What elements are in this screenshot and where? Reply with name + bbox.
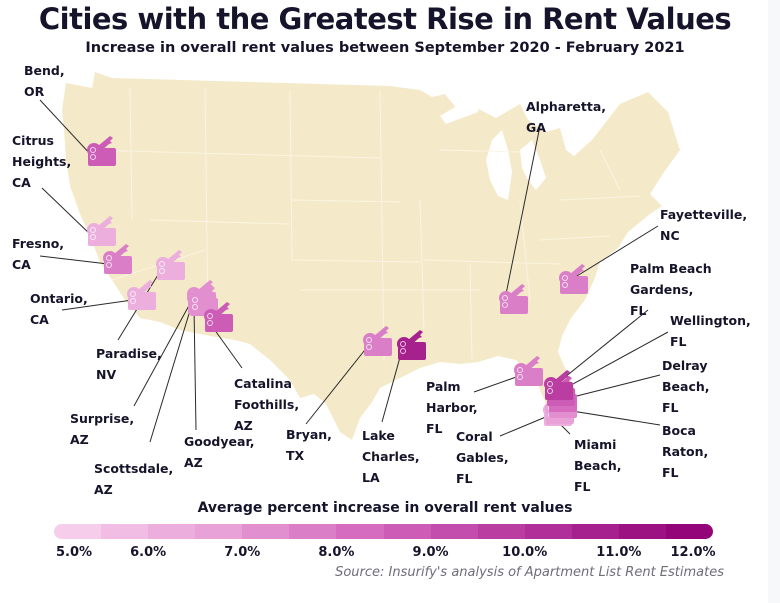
scale-segment — [571, 524, 619, 539]
state-border — [291, 259, 421, 263]
scale-segment — [54, 524, 102, 539]
lake-superior — [440, 100, 480, 124]
city-label: Miami Beach, FL — [574, 437, 622, 494]
state-border — [204, 87, 209, 321]
leader-line — [39, 99, 93, 157]
city-label: Palm Harbor, FL — [426, 379, 478, 436]
leader-line — [41, 187, 93, 237]
city-label: Scottsdale, AZ — [94, 461, 174, 497]
us-landmass — [62, 72, 680, 440]
scale-segment — [430, 524, 478, 539]
page-edge — [768, 0, 780, 603]
legend-tick-label: 8.0% — [318, 545, 355, 560]
state-border — [129, 87, 133, 221]
city-markers — [87, 136, 588, 426]
state-border — [229, 153, 381, 159]
scale-segment — [383, 524, 431, 539]
scale-segment — [148, 524, 196, 539]
city-label: Boca Raton, FL — [662, 423, 709, 480]
scale-segment — [336, 524, 384, 539]
city-marker-icon — [127, 280, 156, 310]
color-scale-bar — [54, 524, 713, 539]
city-marker-icon — [87, 136, 116, 166]
city-label: Alpharetta, GA — [526, 99, 607, 135]
legend-tick-label: 10.0% — [502, 545, 548, 560]
city-label: Citrus Heights, CA — [12, 133, 72, 190]
city-label: Surprise, AZ — [70, 411, 135, 447]
leader-line — [381, 349, 403, 423]
leader-line — [499, 415, 549, 437]
legend-tick-label: 11.0% — [596, 545, 642, 560]
scale-segment — [477, 524, 525, 539]
map-subtitle: Increase in overall rent values between … — [85, 40, 685, 56]
city-marker-icon — [499, 284, 528, 314]
city-marker-icon — [204, 302, 233, 332]
city-label: Ontario, CA — [30, 291, 88, 327]
legend-tick-label: 9.0% — [412, 545, 449, 560]
legend-tick-label: 12.0% — [670, 545, 716, 560]
state-border — [539, 235, 611, 241]
state-border — [469, 263, 473, 361]
scale-segment — [524, 524, 572, 539]
city-label: Fresno, CA — [12, 236, 65, 272]
leader-line — [61, 299, 133, 311]
leader-lines — [39, 99, 669, 443]
city-label: Lake Charles, LA — [362, 428, 420, 485]
scale-segment — [195, 524, 243, 539]
leader-line — [149, 303, 193, 443]
state-border — [423, 259, 561, 265]
scale-segment — [618, 524, 667, 539]
city-label: Catalina Foothills, AZ — [234, 376, 300, 433]
city-marker-icon — [103, 244, 132, 274]
city-marker-icon — [559, 264, 588, 294]
legend-tick-label: 6.0% — [130, 545, 167, 560]
lake-erie-huron — [520, 140, 546, 190]
city-marker-icon — [156, 250, 185, 280]
state-border — [289, 89, 293, 261]
city-marker-icon — [87, 216, 116, 246]
city-label: Fayetteville, NC — [660, 207, 748, 243]
leader-line — [473, 375, 520, 393]
state-border — [149, 219, 291, 225]
state-border — [379, 89, 385, 361]
city-label: Palm Beach Gardens, FL — [630, 261, 712, 318]
legend-tick-label: 7.0% — [224, 545, 261, 560]
city-label: Paradise, NV — [96, 346, 162, 382]
state-border — [559, 195, 641, 201]
city-label: Goodyear, AZ — [184, 434, 255, 470]
map-title: Cities with the Greatest Rise in Rent Va… — [38, 2, 732, 36]
state-border — [599, 149, 621, 191]
leader-line — [193, 305, 197, 431]
leader-line — [305, 345, 369, 425]
scale-segment — [242, 524, 290, 539]
city-marker-icon — [363, 326, 392, 356]
leader-line — [503, 125, 541, 305]
city-label: Bryan, TX — [286, 427, 332, 463]
city-label: Coral Gables, FL — [456, 429, 509, 486]
lake-michigan — [486, 130, 512, 200]
city-marker-icon — [397, 330, 426, 360]
scale-segment — [666, 524, 713, 539]
state-border — [419, 199, 425, 331]
legend-title: Average percent increase in overall rent… — [197, 500, 573, 516]
leader-line — [39, 255, 109, 265]
leader-line — [133, 299, 193, 407]
state-border — [439, 149, 521, 153]
city-marker-icon — [514, 356, 543, 386]
source-note: Source: Insurify's analysis of Apartment… — [335, 565, 724, 580]
city-marker-icon — [544, 370, 573, 400]
city-label: Bend, OR — [24, 63, 65, 99]
leader-line — [563, 225, 659, 285]
scale-segment — [101, 524, 149, 539]
scale-segment — [289, 524, 337, 539]
city-label: Delray Beach, FL — [662, 358, 710, 415]
city-label: Wellington, FL — [670, 313, 751, 349]
legend-tick-label: 5.0% — [55, 545, 93, 560]
